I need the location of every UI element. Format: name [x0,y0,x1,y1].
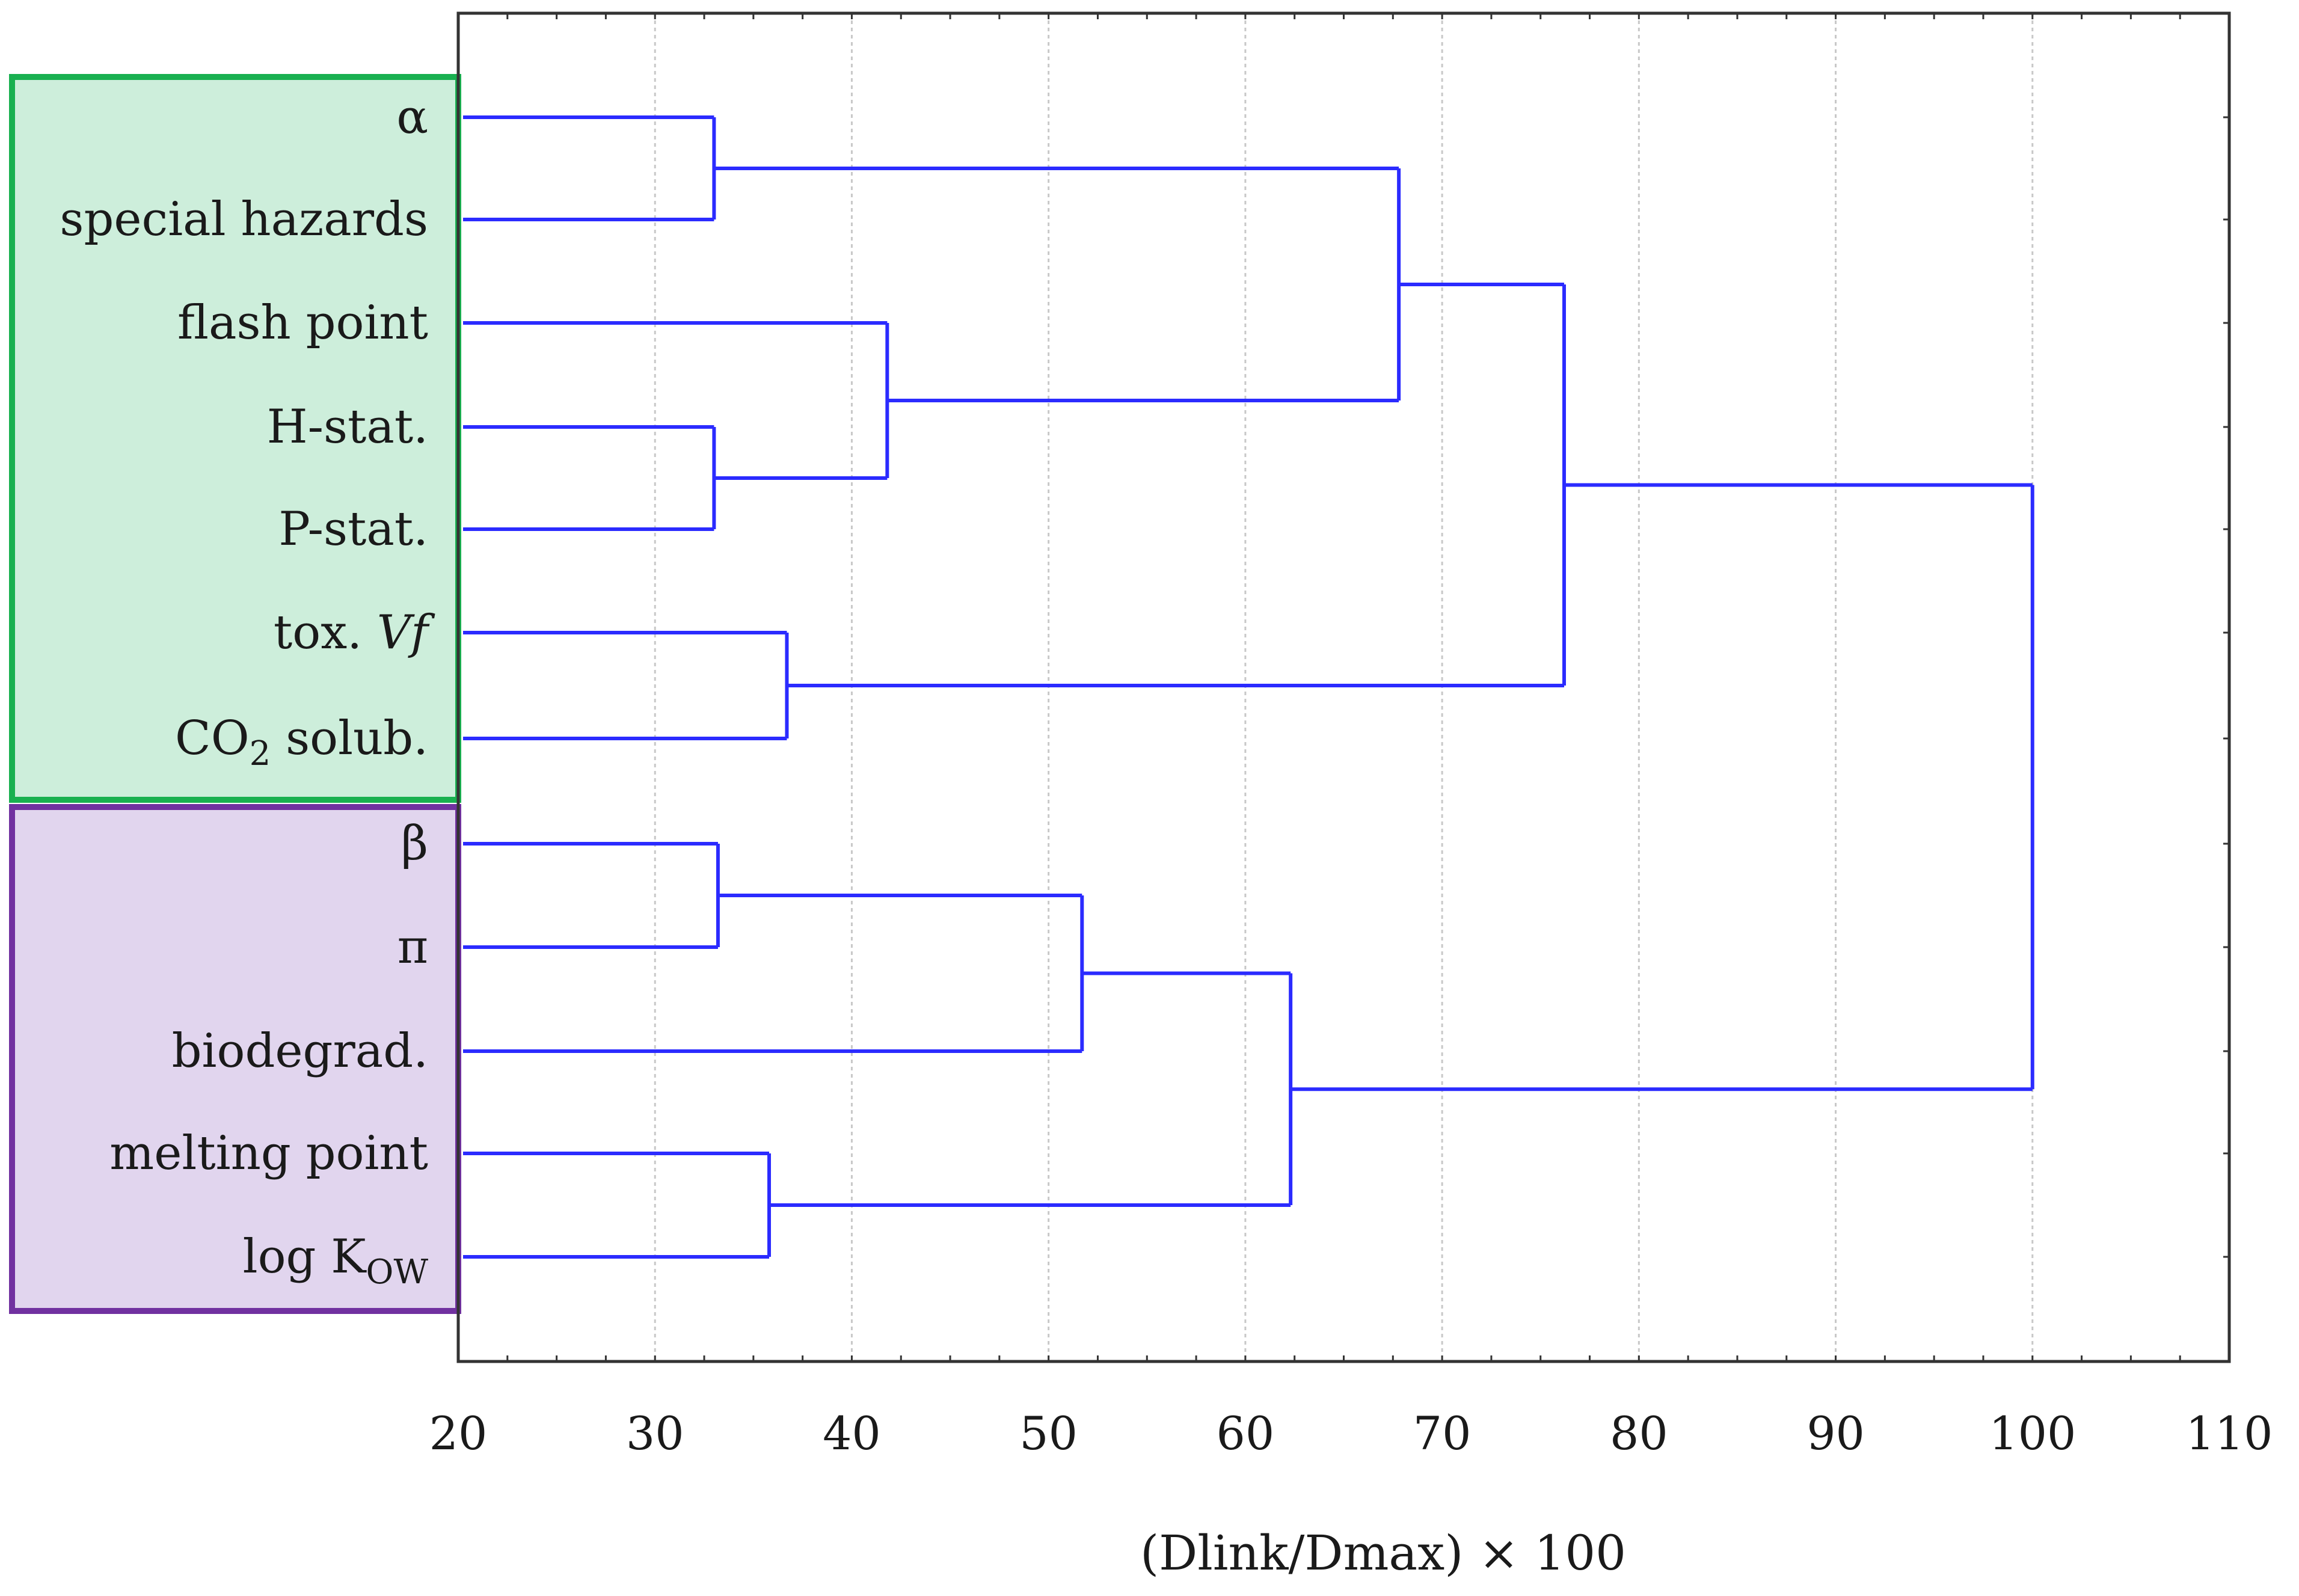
x-tick-label-100: 100 [1989,1407,2076,1460]
leaf-labels: α special hazards flash point H-stat. P-stat… [60,90,435,1292]
axis-ticks [457,13,2230,1361]
x-tick-label-20: 20 [429,1407,488,1460]
link-m1 [463,115,716,221]
link-m5 [463,631,789,740]
leaf-label-logk: log KOW [243,1230,429,1292]
x-tick-label-50: 50 [1019,1407,1078,1460]
x-tick-label-70: 70 [1413,1407,1472,1460]
link-m8 [463,894,1084,1053]
leaf-label-hstat: H-stat. [267,400,428,454]
leaf-label-alpha: α [396,90,428,144]
link-m4 [714,167,1401,402]
x-tick-label-60: 60 [1217,1407,1275,1460]
x-tick-label-40: 40 [823,1407,881,1460]
link-m7 [463,842,720,949]
x-tick-labels: 20 30 40 50 60 70 80 90 100 110 [429,1407,2273,1460]
cluster-group-2-box [9,804,461,1314]
link-m2 [463,425,716,531]
link-m6 [787,283,1566,687]
dendrogram-links [463,115,2034,1259]
leaf-label-pstat: P-stat. [278,502,428,556]
x-tick-label-80: 80 [1610,1407,1668,1460]
x-tick-label-110: 110 [2185,1407,2273,1460]
cluster-group-1-box [9,74,461,803]
leaf-label-flash: flash point [177,296,428,350]
cluster-group-boxes [9,74,461,1314]
x-axis-title: (Dlink/Dmax) × 100 [1140,1525,1626,1581]
leaf-label-beta: β [401,817,428,871]
link-m10 [769,971,1293,1207]
link-root [1291,483,2034,1091]
x-tick-label-90: 90 [1806,1407,1865,1460]
leaf-label-biodeg: biodegrad. [172,1024,428,1078]
leaf-label-hazards: special hazards [60,192,428,247]
leaf-label-co2: CO2 solub. [175,711,428,773]
leaf-label-melt: melting point [109,1126,428,1180]
x-tick-label-30: 30 [626,1407,684,1460]
leaf-label-tox: tox. Vf [274,606,435,660]
leaf-label-pi: π [397,920,428,974]
link-m9 [463,1152,772,1259]
link-m3 [463,321,889,480]
